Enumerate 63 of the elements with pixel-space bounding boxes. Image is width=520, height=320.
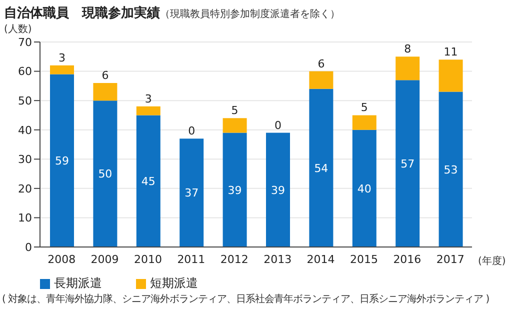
data-label: 3 [58,51,66,64]
y-tick-label: 60 [18,65,32,78]
data-label: 6 [318,57,325,70]
data-label: 40 [357,182,372,196]
data-label: 5 [231,104,238,118]
x-tick-label: 2012 [220,252,248,266]
x-tick-label: 2008 [48,252,76,266]
bar [396,56,420,80]
bar [50,74,74,247]
bar [352,130,376,247]
x-axis-title: (年度) [478,255,506,267]
data-label: 37 [184,186,199,200]
data-label: 8 [404,42,412,56]
y-tick-label: 40 [18,124,32,137]
data-label: 39 [271,184,285,197]
data-label: 5 [360,101,368,114]
x-tick-label: 2011 [177,252,206,266]
x-tick-label: 2013 [264,252,292,266]
y-tick-label: 10 [18,212,32,225]
legend-label: 長期派遣 [54,276,102,290]
data-label: 6 [102,69,109,82]
y-tick-label: 50 [18,94,32,108]
data-label: 50 [98,168,112,181]
bar [309,88,334,247]
bar [352,115,376,130]
x-tick-label: 2014 [306,252,335,266]
x-tick-label: 2017 [436,252,464,266]
data-label: 39 [228,184,242,197]
y-tick-label: 30 [18,153,32,166]
data-label: 54 [314,162,328,175]
chart-title: 自治体職員 現職参加実績 [4,6,160,21]
y-tick-label: 0 [25,240,32,254]
bar [93,100,118,247]
bar [93,83,118,101]
bar [50,65,74,74]
bar [222,118,247,133]
bar [438,60,463,92]
legend-label: 短期派遣 [150,276,198,290]
bar [180,138,204,247]
data-label: 11 [444,46,458,59]
data-label: 57 [400,157,415,170]
y-tick-label: 20 [18,182,32,196]
data-label: 0 [274,118,282,132]
y-tick-label: 70 [18,36,32,49]
x-tick-label: 2016 [393,252,422,266]
data-label: 0 [188,124,196,138]
bar [266,132,290,247]
x-tick-label: 2010 [134,252,162,266]
bar [396,80,420,247]
data-label: 3 [144,92,152,106]
bar [222,132,247,247]
bar [136,115,160,247]
data-label: 59 [55,154,69,168]
data-label: 45 [141,175,156,188]
y-axis-title: (人数) [4,23,32,36]
chart-subtitle: （現職教員特別参加制度派遣者を除く） [160,9,340,20]
bar [309,71,334,89]
x-tick-label: 2009 [90,252,119,266]
text: ( 対象は、青年海外協力隊、シニア海外ボランティア、日系社会青年ボランティア、日系シニア海外ボランティア ) [2,294,490,306]
data-label: 53 [444,163,458,176]
bar [136,106,160,116]
x-tick-label: 2015 [350,252,378,266]
bar [438,92,463,247]
